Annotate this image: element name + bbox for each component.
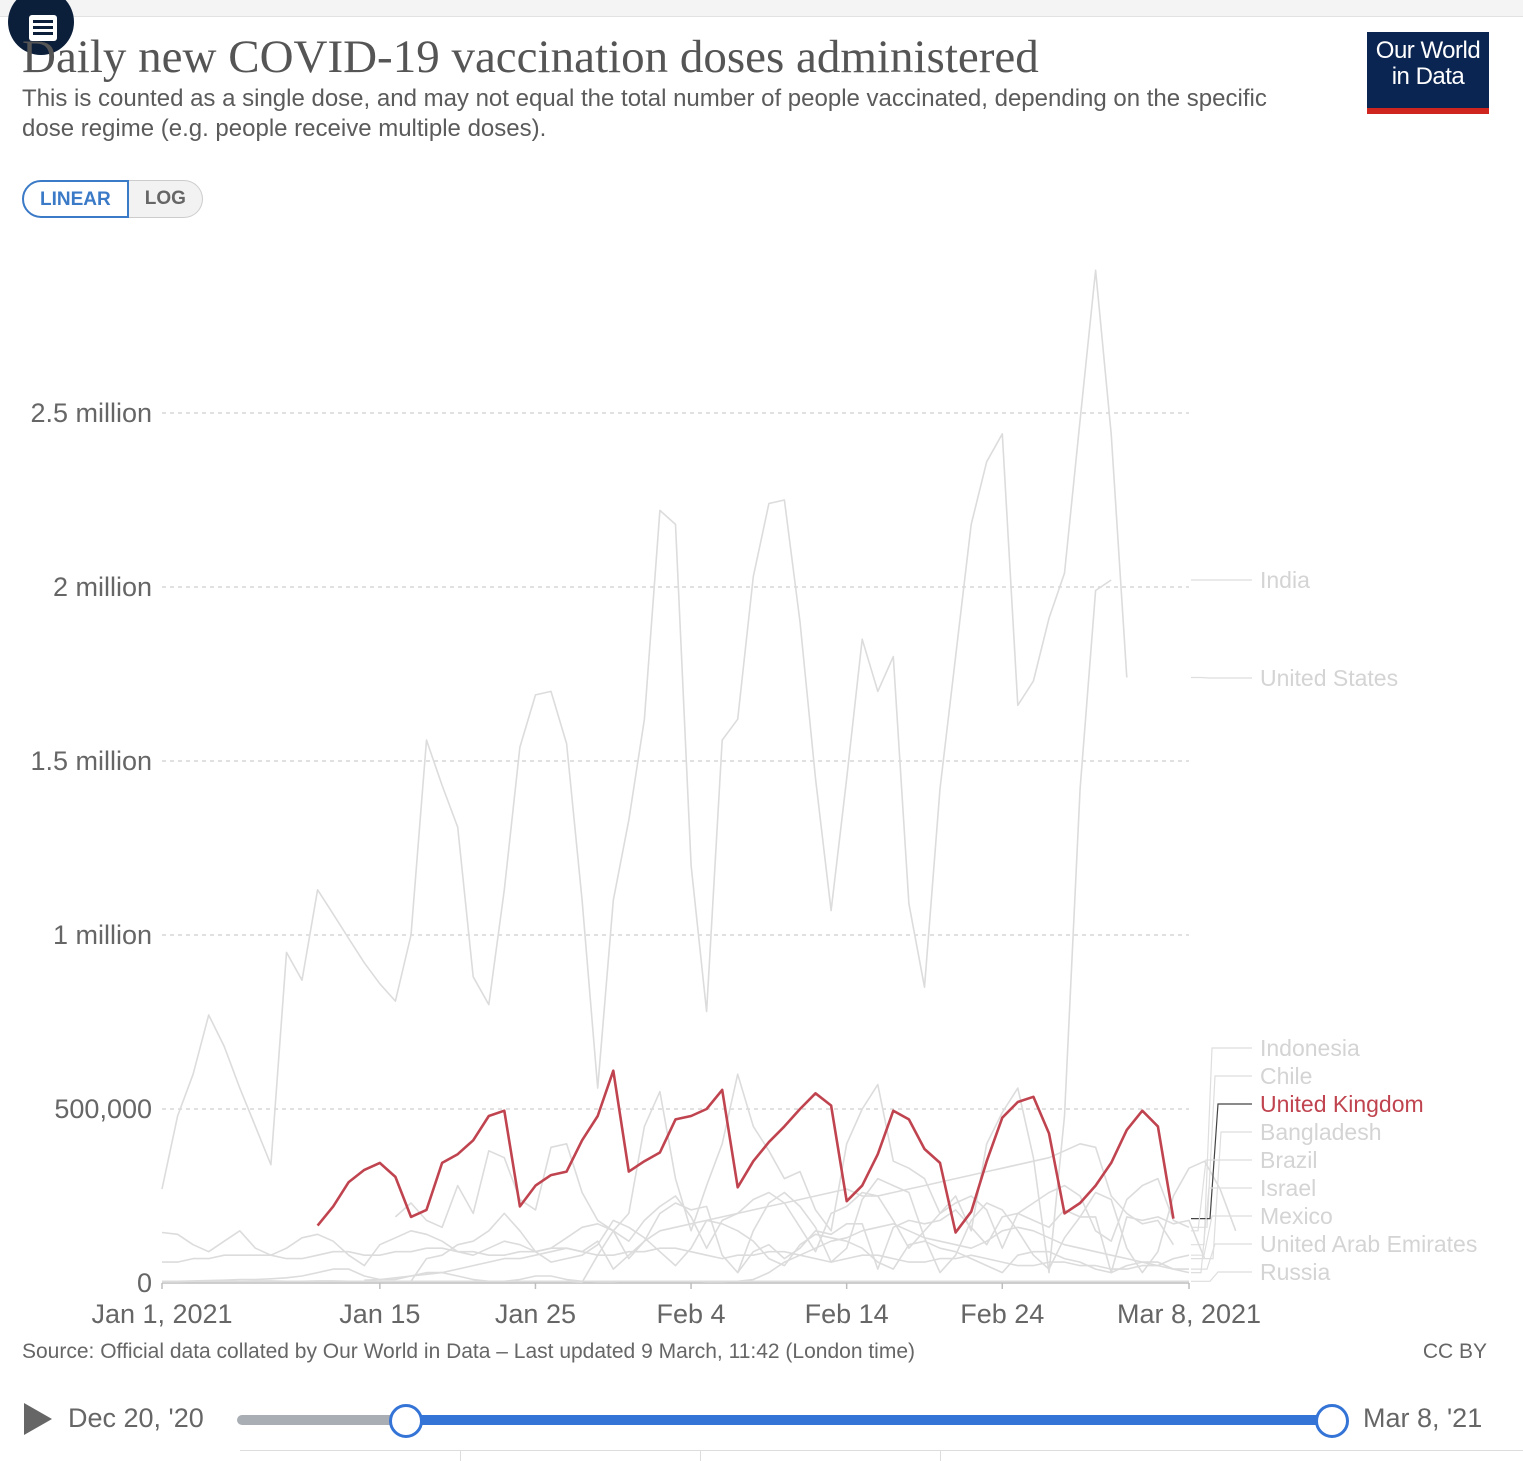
x-tick-label: Feb 24 (960, 1299, 1044, 1329)
bottom-divider (240, 1450, 1523, 1461)
log-scale-button[interactable]: LOG (128, 180, 203, 218)
series-line-united-arab-emirates (162, 1247, 1189, 1270)
x-tick-label: Jan 15 (339, 1299, 420, 1329)
leader-line (1191, 676, 1252, 679)
series-end-label: Brazil (1260, 1147, 1318, 1173)
leader-line (1191, 1131, 1252, 1260)
series-line-mexico (162, 1223, 1190, 1283)
series-line-israel (161, 1219, 1190, 1274)
series-end-label: Bangladesh (1260, 1119, 1382, 1145)
leader-line (1191, 1159, 1252, 1232)
series-end-label: India (1260, 567, 1310, 593)
series-end-label: United States (1260, 665, 1398, 691)
x-tick-label: Mar 8, 2021 (1117, 1299, 1261, 1329)
logo-line-2: in Data (1391, 63, 1465, 90)
timeline-end-handle[interactable] (1315, 1404, 1349, 1438)
logo-line-1: Our World (1375, 37, 1481, 64)
series-end-label: Indonesia (1260, 1035, 1360, 1061)
linear-scale-button[interactable]: LINEAR (22, 180, 129, 218)
series-end-label: United Arab Emirates (1260, 1231, 1477, 1257)
y-tick-label: 0 (137, 1268, 152, 1298)
leader-line (1191, 1271, 1252, 1282)
leader-line (1191, 1047, 1252, 1246)
series-line-united-kingdom (316, 1069, 1175, 1234)
series-line-united-states (161, 269, 1128, 1190)
series-end-label: Chile (1260, 1063, 1312, 1089)
chart-subtitle: This is counted as a single dose, and ma… (22, 85, 1267, 142)
series-line-indonesia (364, 1143, 1175, 1281)
series-line-india (394, 579, 1112, 1274)
timeline: Dec 20, '20 Mar 8, '21 (0, 1383, 1523, 1443)
chart-title: Daily new COVID-19 vaccination doses adm… (22, 31, 1039, 83)
timeline-selection[interactable] (404, 1415, 1330, 1425)
license-link[interactable]: CC BY (1422, 1340, 1487, 1363)
leader-line (1191, 1103, 1252, 1220)
owid-logo[interactable]: Our World in Data (1367, 32, 1489, 114)
series-end-label: Israel (1260, 1175, 1316, 1201)
y-tick-label: 500,000 (54, 1094, 152, 1124)
leader-line (1191, 1187, 1252, 1274)
source-note: Source: Official data collated by Our Wo… (22, 1340, 915, 1363)
timeline-start-label: Dec 20, '20 (68, 1403, 204, 1433)
y-tick-label: 1 million (53, 920, 152, 950)
y-tick-label: 2.5 million (30, 398, 152, 428)
play-icon[interactable] (24, 1403, 52, 1435)
x-tick-label: Feb 4 (657, 1299, 726, 1329)
series-end-label: Russia (1260, 1259, 1331, 1285)
series-line-chile (162, 1177, 1190, 1284)
timeline-end-label: Mar 8, '21 (1363, 1403, 1483, 1433)
x-tick-label: Jan 25 (495, 1299, 576, 1329)
list-icon[interactable] (8, 0, 74, 55)
leader-line (1191, 1075, 1252, 1228)
series-end-label: United Kingdom (1260, 1091, 1424, 1117)
y-tick-label: 2 million (53, 572, 152, 602)
x-tick-label: Jan 1, 2021 (91, 1299, 232, 1329)
series-end-label: Mexico (1260, 1203, 1333, 1229)
leader-line (1191, 1243, 1252, 1270)
leader-line (1191, 1215, 1252, 1256)
series-line-bangladesh (737, 1209, 1206, 1274)
y-tick-label: 1.5 million (30, 746, 152, 776)
list-glyph (29, 15, 57, 41)
scale-toggle: LINEAR LOG (22, 180, 203, 218)
x-tick-label: Feb 14 (805, 1299, 889, 1329)
timeline-start-handle[interactable] (389, 1404, 423, 1438)
